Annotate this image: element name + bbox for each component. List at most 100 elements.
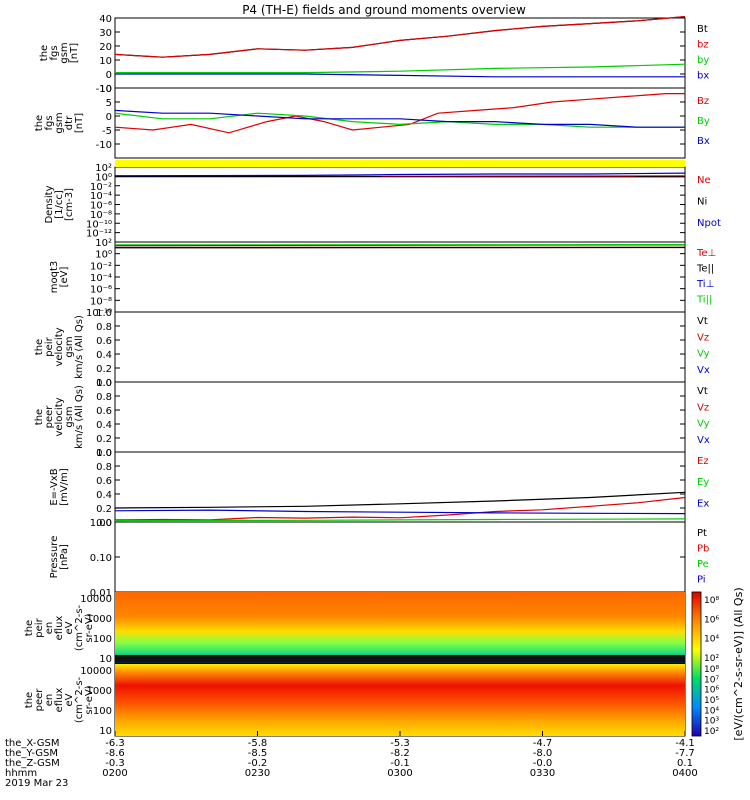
y-tick-label: 0.2 <box>96 434 112 445</box>
legend-by: by <box>697 55 709 66</box>
y-tick-label: 10 <box>99 654 112 665</box>
y-tick-label: 1.0 <box>96 308 112 319</box>
colorbar-tick-label: 10³ <box>704 717 719 727</box>
x-row-value: 0330 <box>530 768 555 779</box>
series-Pb-line <box>114 496 686 521</box>
x-row-value: 0300 <box>387 768 412 779</box>
y-axis-label: km/s (All Qs) <box>74 385 85 449</box>
x-row-value: -0.0 <box>533 758 553 769</box>
x-row-value: -4.7 <box>533 738 553 749</box>
y-tick-label: -10 <box>96 140 112 151</box>
legend-Ez: Ez <box>697 456 709 467</box>
series-by-line <box>115 63 686 74</box>
x-row-value: -5.8 <box>248 738 268 749</box>
legend-Te⊥: Te⊥ <box>696 248 716 259</box>
y-axis-label: peir <box>44 336 55 356</box>
legend-Pb: Pb <box>697 544 709 555</box>
colorbar-tick-label: 10⁴ <box>704 635 719 645</box>
series-bx-line <box>115 73 685 78</box>
colorbar-tick-label: 10⁶ <box>704 615 719 625</box>
legend-Npot: Npot <box>697 218 721 229</box>
panel-fgs_gsm: -10 0 10 20 30 40 the fgs gsm [nT] Bt bz by bx <box>39 14 709 95</box>
legend-Pt: Pt <box>697 528 707 539</box>
y-tick-label: 10⁻⁴ <box>90 191 112 202</box>
y-tick-label: 1.0 <box>96 448 112 459</box>
y-tick-label: 1.0 <box>96 378 112 389</box>
y-tick-label: 10⁻² <box>90 182 112 193</box>
y-tick-label: 30 <box>99 28 112 39</box>
y-axis-label: fgs <box>44 115 55 130</box>
panel-density: 10⁻¹²10⁻¹⁰10⁻⁸10⁻⁶10⁻⁴10⁻²10⁰10²Density[… <box>44 163 721 243</box>
y-axis-label: [nPa] <box>59 544 70 570</box>
y-tick-label: 0.8 <box>96 322 112 333</box>
y-axis-label: Pressure <box>49 536 60 579</box>
y-tick-label: 0.4 <box>96 350 112 361</box>
y-tick-label: 10000 <box>80 594 112 605</box>
y-axis-label: Density <box>44 185 55 223</box>
peir-spectrogram <box>115 592 685 664</box>
x-row-value: 0.1 <box>677 758 693 769</box>
colorbar-tick-label: 10⁶ <box>704 686 719 696</box>
series-Bx-line <box>114 109 685 128</box>
y-tick-label: 0.2 <box>96 364 112 375</box>
y-tick-label: 10⁻¹⁰ <box>86 308 112 319</box>
y-tick-label: 0.01 <box>90 588 112 599</box>
colorbar-tick-label: 10⁸ <box>704 596 719 606</box>
y-tick-label: 10⁰ <box>95 172 112 183</box>
legend-Vz: Vz <box>697 332 709 343</box>
legend-Bz: Bz <box>697 96 709 107</box>
colorbar <box>691 591 702 737</box>
y-axis-label: eV <box>64 693 75 706</box>
y-axis-label: peer <box>44 405 55 429</box>
y-axis-label: eV <box>64 621 75 634</box>
panel-frame <box>114 166 686 243</box>
x-row-label: hhmm <box>5 768 37 779</box>
legend-bz: bz <box>697 40 709 51</box>
legend-Pi: Pi <box>697 575 706 586</box>
panel-frame <box>114 381 686 453</box>
y-tick-label: 0.10 <box>90 553 112 564</box>
figure-title: P4 (TH-E) fields and ground moments over… <box>242 3 526 17</box>
legend-Vz: Vz <box>697 402 709 413</box>
colorbar-tick-label: 10² <box>704 727 719 737</box>
y-axis-label: [nT] <box>74 113 85 133</box>
y-tick-label: 10⁻¹⁰ <box>86 219 112 230</box>
x-row-value: -0.3 <box>105 758 125 769</box>
y-axis-label: [cm-3] <box>64 188 75 221</box>
y-axis-label: eflux <box>54 688 65 713</box>
legend-Vy: Vy <box>697 349 710 360</box>
series-By-line <box>114 112 685 128</box>
y-tick-label: 0.4 <box>96 420 112 431</box>
x-row-value: -0.1 <box>390 758 410 769</box>
y-axis-label: [mV/m] <box>59 468 70 506</box>
legend-Ey: Ey <box>697 477 709 488</box>
y-axis-label: sr-eV) <box>84 613 95 642</box>
y-axis-label: [1/cc] <box>54 190 65 219</box>
y-axis-label: en <box>44 622 55 635</box>
legend-Vt: Vt <box>697 316 708 327</box>
y-axis-label: moqt3 <box>49 261 60 294</box>
y-axis-label: gsm <box>59 42 70 63</box>
y-axis-label: the <box>24 692 35 708</box>
legend-Ne: Ne <box>697 175 711 186</box>
y-tick-label: 1.00 <box>90 518 112 529</box>
panel-frame <box>114 241 686 313</box>
legend-bx: bx <box>697 71 709 82</box>
y-tick-label: 0.6 <box>96 476 112 487</box>
y-tick-label: 0.0 <box>96 378 112 389</box>
y-axis-label: en <box>44 694 55 707</box>
legend-Ex: Ex <box>697 498 709 509</box>
legend-Ti⊥: Ti⊥ <box>696 279 714 290</box>
x-row-value: -8.5 <box>248 748 268 759</box>
x-row-value: -6.3 <box>105 738 125 749</box>
x-row-value: -8.0 <box>533 748 553 759</box>
y-axis-label: the <box>39 45 50 61</box>
y-axis-label: the <box>34 339 45 355</box>
y-axis-label: (cm^2-s- <box>74 676 85 723</box>
y-tick-label: 40 <box>99 14 112 25</box>
y-axis-label: eflux <box>54 616 65 641</box>
panel-pressure: 0.01 0.10 1.00 Pressure [nPa] Pt Pb Pe Pi <box>49 491 709 599</box>
y-axis-label: gsm <box>64 406 75 427</box>
